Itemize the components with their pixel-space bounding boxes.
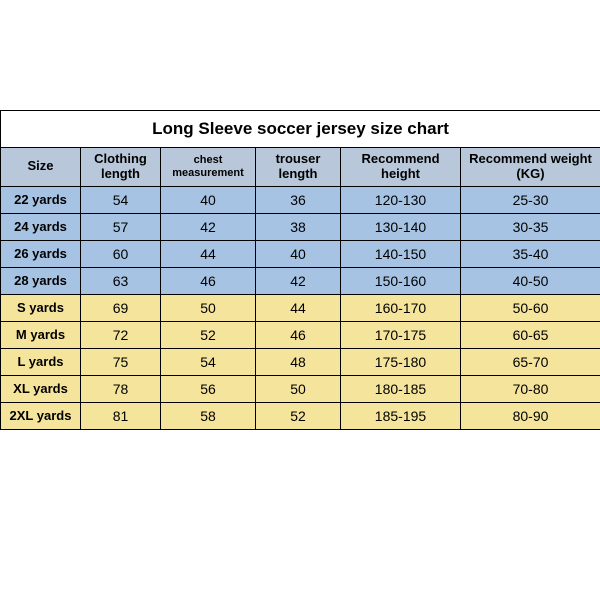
size-chart-table: Long Sleeve soccer jersey size chart Siz… (0, 110, 600, 430)
size-cell: 22 yards (1, 186, 81, 213)
value-cell: 160-170 (341, 294, 461, 321)
size-cell: XL yards (1, 375, 81, 402)
column-header: Recommend weight (KG) (461, 148, 600, 187)
value-cell: 170-175 (341, 321, 461, 348)
value-cell: 50 (256, 375, 341, 402)
value-cell: 130-140 (341, 213, 461, 240)
table-title: Long Sleeve soccer jersey size chart (1, 111, 600, 148)
table-row: XL yards785650180-18570-80 (1, 375, 600, 402)
value-cell: 140-150 (341, 240, 461, 267)
column-header: chest measurement (161, 148, 256, 187)
size-cell: 28 yards (1, 267, 81, 294)
value-cell: 80-90 (461, 402, 600, 429)
table-row: L yards755448175-18065-70 (1, 348, 600, 375)
value-cell: 120-130 (341, 186, 461, 213)
value-cell: 65-70 (461, 348, 600, 375)
value-cell: 75 (81, 348, 161, 375)
column-header: Clothing length (81, 148, 161, 187)
value-cell: 57 (81, 213, 161, 240)
size-cell: M yards (1, 321, 81, 348)
value-cell: 50 (161, 294, 256, 321)
column-header: Size (1, 148, 81, 187)
value-cell: 40 (161, 186, 256, 213)
size-cell: L yards (1, 348, 81, 375)
value-cell: 52 (161, 321, 256, 348)
value-cell: 54 (161, 348, 256, 375)
value-cell: 25-30 (461, 186, 600, 213)
value-cell: 81 (81, 402, 161, 429)
value-cell: 40-50 (461, 267, 600, 294)
table-row: M yards725246170-17560-65 (1, 321, 600, 348)
value-cell: 78 (81, 375, 161, 402)
value-cell: 150-160 (341, 267, 461, 294)
value-cell: 58 (161, 402, 256, 429)
value-cell: 175-180 (341, 348, 461, 375)
table-row: 24 yards574238130-14030-35 (1, 213, 600, 240)
value-cell: 56 (161, 375, 256, 402)
size-cell: 2XL yards (1, 402, 81, 429)
size-cell: 24 yards (1, 213, 81, 240)
table-row: 22 yards544036120-13025-30 (1, 186, 600, 213)
table-body: 22 yards544036120-13025-3024 yards574238… (1, 186, 600, 429)
column-header: Recommend height (341, 148, 461, 187)
value-cell: 72 (81, 321, 161, 348)
value-cell: 44 (161, 240, 256, 267)
size-cell: S yards (1, 294, 81, 321)
title-row: Long Sleeve soccer jersey size chart (1, 111, 600, 148)
header-row: SizeClothing lengthchest measurementtrou… (1, 148, 600, 187)
value-cell: 44 (256, 294, 341, 321)
value-cell: 42 (256, 267, 341, 294)
table-row: 26 yards604440140-15035-40 (1, 240, 600, 267)
value-cell: 52 (256, 402, 341, 429)
value-cell: 46 (256, 321, 341, 348)
table-row: 28 yards634642150-16040-50 (1, 267, 600, 294)
value-cell: 185-195 (341, 402, 461, 429)
table-row: 2XL yards815852185-19580-90 (1, 402, 600, 429)
value-cell: 70-80 (461, 375, 600, 402)
value-cell: 30-35 (461, 213, 600, 240)
column-header: trouser length (256, 148, 341, 187)
value-cell: 60-65 (461, 321, 600, 348)
value-cell: 46 (161, 267, 256, 294)
value-cell: 42 (161, 213, 256, 240)
value-cell: 60 (81, 240, 161, 267)
value-cell: 48 (256, 348, 341, 375)
value-cell: 36 (256, 186, 341, 213)
value-cell: 63 (81, 267, 161, 294)
value-cell: 50-60 (461, 294, 600, 321)
value-cell: 38 (256, 213, 341, 240)
value-cell: 69 (81, 294, 161, 321)
value-cell: 54 (81, 186, 161, 213)
size-cell: 26 yards (1, 240, 81, 267)
table-row: S yards695044160-17050-60 (1, 294, 600, 321)
value-cell: 180-185 (341, 375, 461, 402)
value-cell: 40 (256, 240, 341, 267)
size-chart-container: Long Sleeve soccer jersey size chart Siz… (0, 0, 600, 430)
value-cell: 35-40 (461, 240, 600, 267)
